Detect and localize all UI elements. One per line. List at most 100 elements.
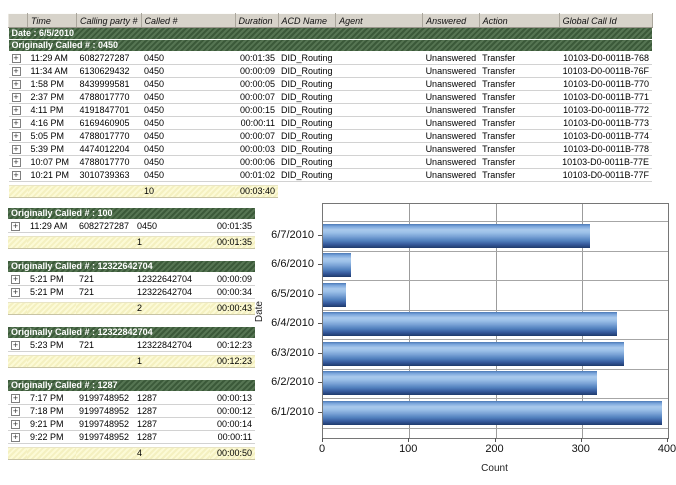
- call-row[interactable]: +7:17 PM 9199748952 1287 00:00:13: [8, 391, 255, 405]
- column-header-acd-name[interactable]: ACD Name: [277, 13, 337, 28]
- duration-cell: 00:00:12: [210, 404, 255, 418]
- column-header-global-call-id[interactable]: Global Call Id: [558, 13, 653, 28]
- call-row[interactable]: +9:21 PM 9199748952 1287 00:00:14: [8, 417, 255, 431]
- action-cell: Transfer: [479, 77, 560, 91]
- call-row[interactable]: +10:07 PM 4788017770 0450 00:00:06 DID_Routi…: [8, 155, 652, 169]
- group-summary-row: 1 00:12:23: [8, 355, 255, 368]
- time-cell: 2:37 PM: [27, 90, 77, 104]
- summary-duration-cell: 00:00:50: [210, 447, 255, 460]
- expand-button[interactable]: +: [11, 393, 20, 404]
- expand-cell: +: [8, 219, 27, 233]
- bar-6-3-2010: [323, 341, 624, 366]
- group-grid: Originally Called # : 12322642704 +5:21 P…: [8, 260, 255, 315]
- call-row[interactable]: +4:16 PM 6169460905 0450 00:00:11 DID_Routin…: [8, 116, 652, 130]
- summary-duration-cell: 00:00:43: [210, 302, 255, 315]
- answered-cell: Unanswered: [422, 64, 480, 78]
- time-cell: 5:23 PM: [27, 338, 76, 352]
- global-call-id-cell: 10103-D0-0011B-778: [559, 142, 652, 156]
- call-row[interactable]: +5:21 PM 721 12322642704 00:00:09: [8, 272, 255, 286]
- call-row[interactable]: +5:05 PM 4788017770 0450 00:00:07 DID_Routin…: [8, 129, 652, 143]
- global-call-id-cell: 10103-D0-0011B-774: [559, 129, 652, 143]
- call-row[interactable]: +11:34 AM 6130629432 0450 00:00:09 DID_Routi…: [8, 64, 652, 78]
- horizontal-gridline: [323, 368, 668, 370]
- y-tick-label: 6/3/2010: [271, 346, 314, 359]
- column-header-action[interactable]: Action: [478, 13, 560, 28]
- called-group-band-label: Originally Called # : 1287: [8, 379, 255, 392]
- x-tick-label: 400: [657, 443, 676, 455]
- global-call-id-cell: 10103-D0-0011B-76F: [559, 64, 652, 78]
- call-row[interactable]: +11:29 AM 6082727287 0450 00:01:35: [8, 219, 255, 233]
- calling-party-cell: 4788017770: [76, 155, 142, 169]
- call-row[interactable]: +1:58 PM 8439999581 0450 00:00:05 DID_Routin…: [8, 77, 652, 91]
- expand-button[interactable]: +: [11, 419, 20, 430]
- column-header-time[interactable]: Time: [27, 13, 77, 28]
- agent-cell: [335, 51, 423, 65]
- expand-button[interactable]: +: [11, 66, 21, 77]
- agent-cell: [335, 64, 423, 78]
- called-group-band-label: Originally Called # : 12322642704: [8, 260, 255, 273]
- call-row[interactable]: +5:23 PM 721 12322842704 00:12:23: [8, 338, 255, 352]
- action-cell: Transfer: [479, 51, 560, 65]
- expand-button[interactable]: +: [11, 53, 21, 64]
- summary-spacer-cell: [27, 185, 77, 198]
- call-row[interactable]: +7:18 PM 9199748952 1287 00:00:12: [8, 404, 255, 418]
- answered-cell: Unanswered: [422, 168, 480, 182]
- call-row[interactable]: +5:39 PM 4474012204 0450 00:00:03 DID_Routin…: [8, 142, 652, 156]
- expand-button[interactable]: +: [11, 406, 20, 417]
- global-call-id-cell: 10103-D0-0011B-768: [559, 51, 652, 65]
- call-row[interactable]: +9:22 PM 9199748952 1287 00:00:11: [8, 430, 255, 444]
- horizontal-gridline: [323, 398, 668, 399]
- agent-cell: [335, 129, 423, 143]
- answered-cell: Unanswered: [422, 103, 480, 117]
- column-header-duration[interactable]: Duration: [234, 13, 279, 28]
- column-header-agent[interactable]: Agent: [335, 13, 424, 28]
- expand-button[interactable]: +: [11, 144, 21, 155]
- calling-party-cell: 6130629432: [76, 64, 142, 78]
- called-group-band: Originally Called # : 12322842704: [8, 326, 255, 339]
- summary-spacer-cell: [8, 236, 27, 249]
- expand-button[interactable]: +: [11, 92, 21, 103]
- global-call-id-cell: 10103-D0-0011B-770: [559, 77, 652, 91]
- called-number-cell: 1287: [134, 404, 210, 418]
- call-row[interactable]: +11:29 AM 6082727287 0450 00:01:35 DID_Routi…: [8, 51, 652, 65]
- duration-cell: 00:01:35: [235, 51, 279, 65]
- expand-button[interactable]: +: [11, 274, 20, 285]
- expand-cell: +: [8, 391, 27, 405]
- calling-party-cell: 6169460905: [76, 116, 142, 130]
- expand-button[interactable]: +: [11, 157, 21, 168]
- agent-cell: [335, 155, 423, 169]
- column-header-calling-party[interactable]: Calling party #: [76, 13, 142, 28]
- expand-button[interactable]: +: [11, 170, 21, 181]
- expand-button[interactable]: +: [11, 287, 20, 298]
- duration-cell: 00:00:14: [210, 417, 255, 431]
- expand-button[interactable]: +: [11, 432, 20, 443]
- expand-button[interactable]: +: [11, 105, 21, 116]
- call-row[interactable]: +4:11 PM 4191847701 0450 00:00:15 DID_Routin…: [8, 103, 652, 117]
- calls-by-date-chart: Date 6/7/2010 6/6/2010 6/5/2010 6/4/2010 6/3…: [252, 196, 676, 482]
- x-axis-ticks: 0 100 200 300 400: [319, 438, 676, 460]
- summary-spacer-cell: [76, 236, 134, 249]
- duration-cell: 00:12:23: [210, 338, 255, 352]
- expand-button[interactable]: +: [11, 221, 20, 232]
- call-row[interactable]: +5:21 PM 721 12322642704 00:00:34: [8, 285, 255, 299]
- expand-button[interactable]: +: [11, 79, 21, 90]
- x-tick-mark: [494, 438, 496, 442]
- calling-party-cell: 4788017770: [76, 129, 142, 143]
- expand-button[interactable]: +: [11, 118, 21, 129]
- called-group-band-label: Originally Called # : 100: [8, 207, 255, 220]
- x-tick-mark: [322, 438, 323, 442]
- column-header-called[interactable]: Called #: [140, 13, 236, 28]
- answered-cell: Unanswered: [422, 77, 480, 91]
- duration-cell: 00:00:09: [210, 272, 255, 286]
- column-header-answered[interactable]: Answered: [422, 13, 480, 28]
- duration-cell: 00:00:07: [235, 129, 279, 143]
- summary-count-cell: 2: [134, 302, 210, 315]
- calling-party-cell: 9199748952: [76, 391, 134, 405]
- calling-party-cell: 4788017770: [76, 90, 142, 104]
- call-row[interactable]: +10:21 PM 3010739363 0450 00:01:02 DID_Routi…: [8, 168, 652, 182]
- expand-button[interactable]: +: [11, 340, 20, 351]
- y-tick-label: 6/5/2010: [271, 287, 314, 300]
- call-row[interactable]: +2:37 PM 4788017770 0450 00:00:07 DID_Routin…: [8, 90, 652, 104]
- expand-button[interactable]: +: [11, 131, 21, 142]
- expand-cell: +: [8, 64, 28, 78]
